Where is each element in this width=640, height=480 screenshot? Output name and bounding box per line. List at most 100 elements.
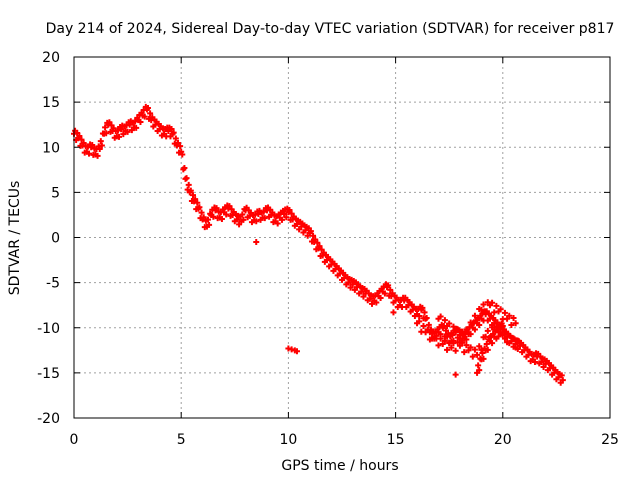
data-point	[510, 335, 517, 342]
data-point	[240, 216, 247, 223]
data-point	[278, 216, 285, 223]
data-point	[312, 236, 319, 243]
data-point	[469, 353, 476, 360]
data-point	[446, 320, 453, 327]
data-point	[483, 340, 490, 347]
data-point	[293, 220, 300, 227]
data-point	[218, 215, 225, 222]
data-point	[482, 308, 489, 315]
data-point	[298, 223, 305, 230]
data-point	[501, 309, 508, 316]
data-point	[293, 348, 300, 355]
data-point	[416, 318, 423, 325]
data-point	[471, 326, 478, 333]
data-point	[435, 342, 442, 349]
y-tick-label: -10	[37, 321, 60, 337]
data-point	[474, 351, 481, 358]
y-tick-label: 0	[51, 231, 60, 247]
data-point	[416, 313, 423, 320]
data-point	[459, 339, 466, 346]
data-point	[94, 152, 101, 159]
data-point	[76, 132, 83, 139]
data-point	[358, 288, 365, 295]
data-point	[475, 362, 482, 369]
data-point	[124, 128, 131, 135]
data-point	[206, 221, 213, 228]
data-point	[437, 313, 444, 320]
x-tick-label: 20	[494, 432, 512, 448]
data-point	[437, 335, 444, 342]
data-point	[421, 309, 428, 316]
data-point	[165, 128, 172, 135]
data-point	[78, 136, 85, 143]
data-point	[168, 125, 175, 132]
data-point	[448, 344, 455, 351]
data-point	[471, 312, 478, 319]
data-point	[478, 306, 485, 313]
data-point	[226, 203, 233, 210]
data-point	[555, 374, 562, 381]
x-axis-label: GPS time / hours	[281, 458, 398, 474]
data-point	[463, 326, 470, 333]
data-point	[452, 371, 459, 378]
y-tick-label: -20	[37, 411, 60, 427]
data-point	[307, 228, 314, 235]
x-tick-label: 0	[70, 432, 79, 448]
data-point	[210, 213, 217, 220]
data-point	[213, 205, 220, 212]
data-point	[476, 367, 483, 374]
data-point	[420, 322, 427, 329]
data-point	[120, 131, 127, 138]
data-point	[185, 181, 192, 188]
y-axis-label: SDTVAR / TECUs	[7, 181, 23, 296]
data-point	[102, 124, 109, 131]
data-point	[189, 192, 196, 199]
data-point	[467, 344, 474, 351]
data-point	[463, 342, 470, 349]
data-point	[465, 331, 472, 338]
data-point	[531, 359, 538, 366]
data-point	[269, 209, 276, 216]
data-point	[512, 320, 519, 327]
data-point	[347, 284, 354, 291]
data-point	[253, 239, 260, 246]
data-point	[281, 211, 288, 218]
data-point	[255, 211, 262, 218]
data-point	[459, 328, 466, 335]
x-tick-label: 5	[177, 432, 186, 448]
x-tick-label: 15	[387, 432, 405, 448]
data-point	[369, 300, 376, 307]
data-point	[233, 216, 240, 223]
data-point	[366, 295, 373, 302]
data-point	[200, 214, 207, 221]
data-point	[170, 129, 177, 136]
data-point	[118, 126, 125, 133]
data-point	[310, 232, 317, 239]
data-point	[497, 330, 504, 337]
data-point	[479, 350, 486, 357]
data-point	[196, 204, 203, 211]
data-point	[454, 326, 461, 333]
data-point	[452, 347, 459, 354]
data-point	[493, 302, 500, 309]
data-point	[497, 306, 504, 313]
data-point	[480, 355, 487, 362]
data-point	[302, 227, 309, 234]
data-point	[144, 104, 151, 111]
data-point	[103, 130, 110, 137]
data-point	[441, 317, 448, 324]
data-point	[274, 220, 281, 227]
data-point	[181, 165, 188, 172]
data-point	[456, 335, 463, 342]
data-point	[461, 349, 468, 356]
data-point	[433, 332, 440, 339]
data-point	[316, 243, 323, 250]
y-tick-label: -5	[46, 276, 60, 292]
data-point	[177, 143, 184, 150]
data-point	[450, 323, 457, 330]
data-point	[425, 321, 432, 328]
data-point	[484, 327, 491, 334]
data-points	[71, 103, 566, 386]
data-point	[261, 215, 268, 222]
data-point	[239, 211, 246, 218]
